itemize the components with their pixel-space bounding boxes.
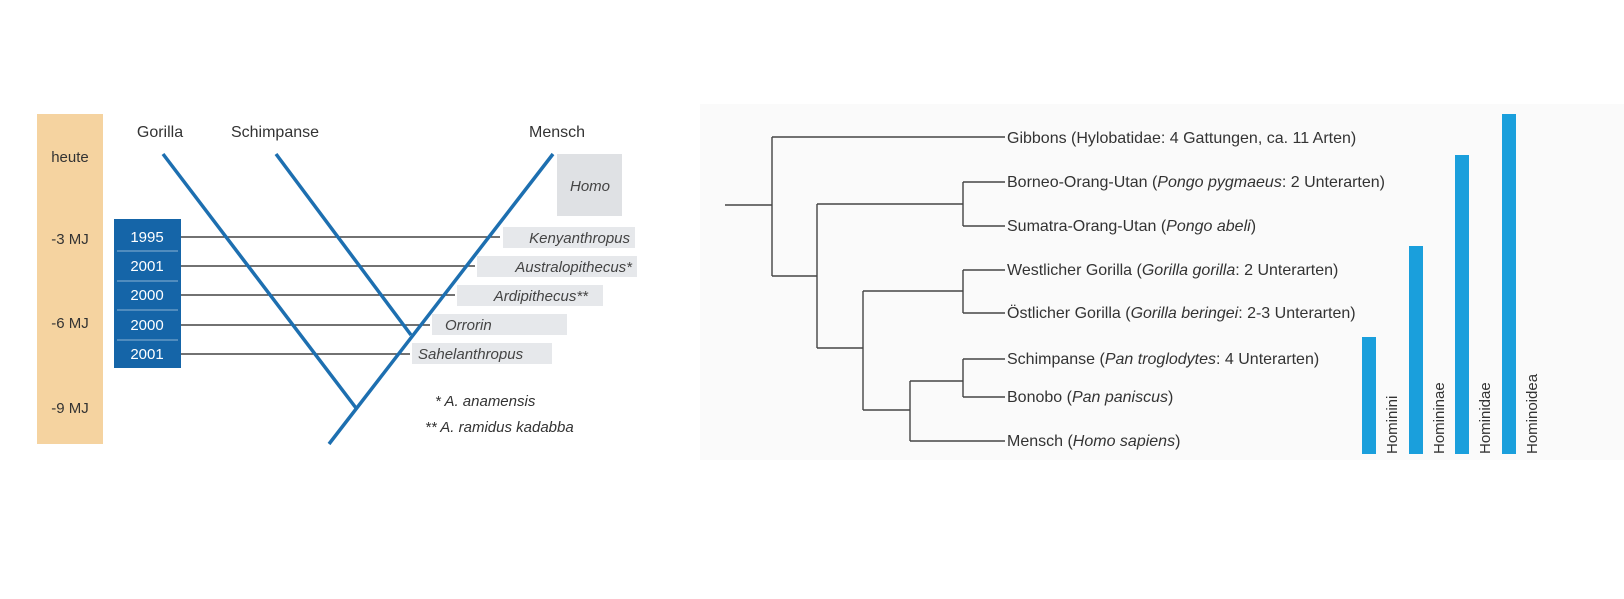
taxon-gibbons: Gibbons (Hylobatidae: 4 Gattungen, ca. 1… bbox=[1007, 130, 1356, 147]
year-2000-a: 2000 bbox=[130, 287, 163, 304]
time-label-3mj: -3 MJ bbox=[51, 231, 89, 248]
hominid-timeline-figure: heute -3 MJ -6 MJ -9 MJ Gorilla Schimpan… bbox=[0, 0, 700, 594]
fossil-name-orrorin: Orrorin bbox=[445, 317, 492, 334]
lineage-label-human: Mensch bbox=[529, 124, 585, 141]
fossil-box-2 bbox=[477, 256, 637, 277]
lineage-label-gorilla: Gorilla bbox=[137, 124, 183, 141]
fossil-box-4 bbox=[432, 314, 567, 335]
lineage-label-chimp: Schimpanse bbox=[231, 124, 319, 141]
taxon-human: Mensch (Homo sapiens) bbox=[1007, 433, 1180, 450]
fossil-name-sahelanthropus: Sahelanthropus bbox=[418, 346, 524, 363]
chimp-lineage bbox=[274, 152, 413, 337]
fossil-name-australopithecus: Australopithecus* bbox=[514, 259, 633, 276]
group-label-hominidae: Hominidae bbox=[1477, 382, 1494, 454]
footnote-1: * A. anamensis bbox=[435, 393, 536, 410]
tree-branches bbox=[725, 137, 1005, 442]
phylogeny-svg: Gibbons (Hylobatidae: 4 Gattungen, ca. 1… bbox=[700, 104, 1624, 460]
ape-phylogeny-figure: Gibbons (Hylobatidae: 4 Gattungen, ca. 1… bbox=[700, 0, 1624, 594]
year-2000-b: 2000 bbox=[130, 317, 163, 334]
fossil-box-1 bbox=[503, 227, 635, 248]
fossil-name-ardipithecus: Ardipithecus** bbox=[493, 288, 589, 305]
group-bar-homininae bbox=[1409, 246, 1423, 454]
taxon-borneo-orangutan: Borneo-Orang-Utan (Pongo pygmaeus: 2 Unt… bbox=[1007, 174, 1385, 191]
time-axis-bar bbox=[37, 114, 103, 444]
footnote-2: ** A. ramidus kadabba bbox=[425, 419, 574, 436]
year-box bbox=[114, 219, 181, 368]
taxon-western-gorilla: Westlicher Gorilla (Gorilla gorilla: 2 U… bbox=[1007, 262, 1338, 279]
group-bar-hominidae bbox=[1455, 155, 1469, 454]
year-1995: 1995 bbox=[130, 229, 163, 246]
taxon-labels: Gibbons (Hylobatidae: 4 Gattungen, ca. 1… bbox=[1007, 130, 1385, 450]
time-label-9mj: -9 MJ bbox=[51, 400, 89, 417]
group-label-hominini: Hominini bbox=[1384, 396, 1401, 454]
year-2001-b: 2001 bbox=[130, 346, 163, 363]
fossil-box-5 bbox=[412, 343, 552, 364]
group-bar-hominoidea bbox=[1502, 114, 1516, 454]
taxon-sumatra-orangutan: Sumatra-Orang-Utan (Pongo abeli) bbox=[1007, 218, 1256, 235]
year-2001-a: 2001 bbox=[130, 258, 163, 275]
fossil-box-3 bbox=[457, 285, 603, 306]
human-lineage bbox=[327, 152, 555, 446]
group-label-hominoidea: Hominoidea bbox=[1524, 373, 1541, 454]
fossil-name-kenyanthropus: Kenyanthropus bbox=[529, 230, 630, 247]
taxon-bonobo: Bonobo (Pan paniscus) bbox=[1007, 389, 1173, 406]
homo-label: Homo bbox=[570, 178, 610, 195]
timeline-svg: heute -3 MJ -6 MJ -9 MJ Gorilla Schimpan… bbox=[0, 0, 700, 594]
phylogeny-background bbox=[700, 104, 1624, 460]
group-label-homininae: Homininae bbox=[1431, 382, 1448, 454]
group-bar-hominini bbox=[1362, 337, 1376, 454]
homo-box bbox=[557, 154, 622, 216]
taxon-eastern-gorilla: Östlicher Gorilla (Gorilla beringei: 2-3… bbox=[1007, 304, 1356, 322]
taxon-chimpanzee: Schimpanse (Pan troglodytes: 4 Unterarte… bbox=[1007, 351, 1319, 368]
time-label-today: heute bbox=[51, 149, 89, 166]
gorilla-lineage bbox=[161, 152, 358, 410]
time-label-6mj: -6 MJ bbox=[51, 315, 89, 332]
